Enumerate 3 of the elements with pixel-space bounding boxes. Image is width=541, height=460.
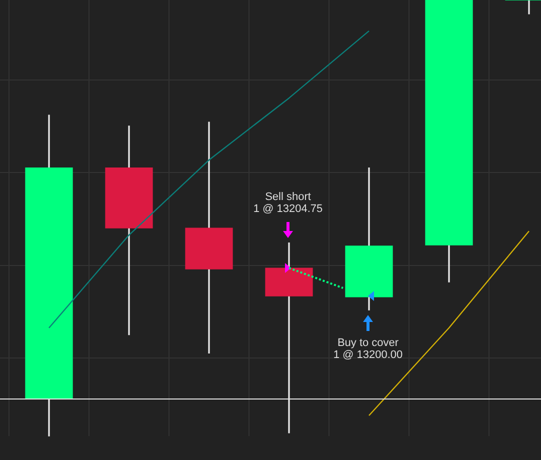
annotation: Buy to cover 1 @ 13200.00 [333, 337, 403, 361]
annotation: Sell short 1 @ 13204.75 [253, 191, 323, 215]
candlestick [185, 122, 233, 354]
